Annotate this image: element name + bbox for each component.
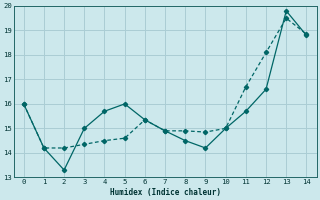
X-axis label: Humidex (Indice chaleur): Humidex (Indice chaleur) [109,188,220,197]
